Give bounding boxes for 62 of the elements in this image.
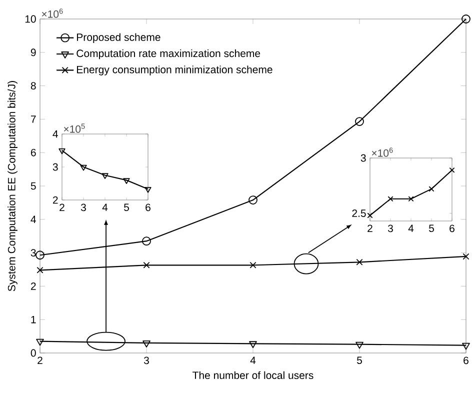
annotation: ×10$^{6}$ [372, 148, 393, 157]
x-tick-label: 5 [124, 204, 129, 212]
x-tick-label: 5 [429, 224, 434, 232]
y-tick-label: 2 [53, 196, 58, 204]
point [58, 148, 66, 154]
y-tick-label: 6 [31, 148, 36, 156]
point [355, 117, 364, 126]
x-tick-label: 6 [464, 356, 468, 364]
point [249, 341, 257, 348]
y-tick-label: 3 [30, 249, 36, 257]
x-tick-label: 2 [368, 224, 372, 232]
text: ×10$^{6}$ [42, 8, 63, 18]
point [142, 236, 151, 246]
y-axis-title: System Computation EE (Computation bits/J) [8, 81, 18, 292]
point [356, 342, 364, 349]
x-tick-label: 6 [146, 204, 150, 212]
point [462, 253, 470, 260]
point [123, 178, 130, 184]
point [248, 196, 258, 204]
x-tick-label: 3 [144, 356, 149, 364]
y-tick-label: 2.5 [352, 210, 366, 217]
point [462, 14, 470, 24]
legend-label: Proposed scheme [77, 33, 160, 44]
point [36, 266, 44, 274]
y-tick-label: 4 [52, 130, 58, 138]
y-tick-label: 7 [31, 116, 36, 123]
y-tick-label: 1 [31, 316, 36, 324]
point [388, 196, 394, 202]
point [142, 340, 150, 348]
y-tick-label: 2 [31, 282, 36, 290]
x-tick-label: 2 [38, 356, 42, 364]
point [80, 164, 87, 171]
x-tick-label: 4 [250, 356, 256, 364]
x-tick-label: 3 [388, 224, 393, 232]
y-tick-label: 5 [30, 182, 36, 190]
legend-label: Energy consumption minimization scheme [77, 66, 272, 76]
point [428, 186, 434, 192]
y-tick-label: 0 [30, 349, 36, 357]
x-tick-label: 2 [60, 204, 64, 212]
legend-label: Computation rate maximization scheme [76, 49, 260, 60]
point [102, 173, 108, 179]
y-tick-label: 8 [30, 82, 36, 90]
point [250, 262, 256, 268]
point [143, 262, 150, 268]
x-tick-label: 3 [80, 204, 86, 212]
point [408, 196, 414, 202]
y-tick-label: 4 [30, 216, 36, 223]
x-tick-label: 6 [450, 224, 454, 232]
x-tick-label: 4 [408, 224, 414, 232]
x-tick-label: 4 [102, 204, 108, 211]
y-tick-label: 3 [52, 163, 58, 171]
point [367, 212, 373, 218]
point [144, 187, 152, 193]
y-tick-label: 10 [25, 15, 36, 23]
point [449, 167, 455, 173]
point [462, 342, 470, 350]
point [36, 338, 44, 346]
point [356, 258, 363, 266]
y-tick-label: 9 [30, 48, 36, 56]
point [36, 250, 44, 260]
x-axis-title: The number of local users [192, 371, 314, 380]
annotation: ×10$^{5}$ [64, 124, 85, 133]
